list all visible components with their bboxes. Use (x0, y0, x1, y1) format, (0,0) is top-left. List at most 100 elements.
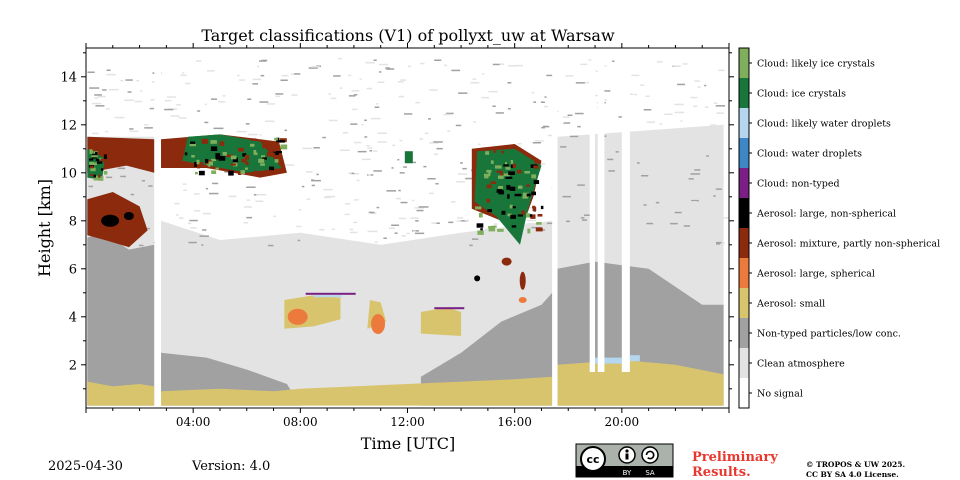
speckle-pixel (209, 192, 219, 195)
speckle-pixel (433, 141, 443, 143)
speckle-pixel (257, 65, 260, 68)
speckle-pixel (294, 73, 301, 75)
speckle-pixel (386, 68, 395, 70)
speckle-pixel (427, 178, 436, 180)
speckle-pixel (353, 221, 358, 224)
speckle-pixel (348, 74, 352, 77)
speckle-pixel (323, 188, 333, 191)
speckle-pixel (664, 113, 673, 115)
cloud-texture-pixel (232, 157, 238, 163)
speckle-pixel (259, 101, 269, 103)
cloud-texture-pixel (92, 162, 97, 165)
speckle-pixel (455, 124, 462, 127)
speckle-pixel (395, 197, 401, 200)
speckle-pixel (543, 105, 548, 108)
speckle-pixel (656, 138, 659, 140)
speckle-pixel (365, 62, 376, 64)
speckle-pixel (465, 177, 474, 180)
speckle-pixel (414, 232, 425, 235)
x-tick-label: 04:00 (176, 415, 211, 429)
speckle-pixel (412, 199, 415, 202)
speckle-pixel (256, 194, 267, 196)
speckle-pixel (337, 57, 342, 60)
aerosol-small-layer (87, 381, 155, 406)
speckle-pixel (457, 217, 463, 219)
speckle-pixel (397, 81, 404, 83)
speckle-pixel (324, 196, 331, 199)
speckle-pixel (319, 229, 325, 231)
speckle-pixel (535, 140, 544, 142)
speckle-pixel (184, 82, 191, 85)
speckle-pixel (389, 227, 395, 229)
x-axis-ticks: 04:00 08:00 12:00 16:00 20:00 (85, 43, 730, 429)
speckle-pixel (578, 188, 586, 190)
speckle-pixel (697, 86, 701, 88)
speckle-pixel (91, 102, 102, 105)
speckle-pixel (533, 101, 536, 103)
cloud-texture-pixel (244, 155, 250, 160)
speckle-pixel (612, 60, 615, 62)
speckle-pixel (398, 217, 406, 220)
cloud-texture-pixel (279, 140, 285, 143)
speckle-pixel (429, 89, 438, 91)
cloud-ice-crystals (404, 151, 413, 164)
legend-label: Aerosol: large, non-spherical (756, 209, 896, 220)
speckle-pixel (372, 150, 378, 152)
speckle-pixel (129, 130, 139, 133)
speckle-pixel (264, 120, 275, 122)
speckle-pixel (108, 88, 119, 91)
speckle-pixel (105, 108, 110, 110)
speckle-pixel (508, 65, 517, 67)
cloud-texture-pixel (100, 168, 104, 171)
speckle-pixel (87, 71, 95, 73)
speckle-pixel (348, 95, 356, 97)
speckle-pixel (120, 79, 124, 82)
speckle-pixel (377, 132, 387, 134)
cloud-texture-pixel (274, 137, 278, 141)
cloud-texture-pixel (195, 171, 198, 175)
speckle-pixel (478, 143, 481, 146)
speckle-pixel (247, 98, 252, 100)
speckle-pixel (280, 79, 288, 81)
speckle-pixel (687, 228, 693, 230)
speckle-pixel (194, 237, 198, 240)
speckle-pixel (202, 212, 211, 215)
cloud-texture-pixel (486, 198, 491, 203)
speckle-pixel (643, 204, 647, 206)
cloud-texture-pixel (98, 176, 104, 181)
speckle-pixel (415, 220, 419, 222)
speckle-pixel (693, 105, 698, 107)
speckle-pixel (302, 147, 313, 150)
speckle-pixel (447, 130, 451, 132)
speckle-pixel (373, 170, 382, 172)
speckle-pixel (125, 79, 133, 81)
speckle-pixel (333, 241, 344, 243)
speckle-pixel (462, 167, 467, 170)
speckle-pixel (199, 235, 209, 237)
speckle-pixel (659, 123, 663, 125)
speckle-pixel (375, 103, 379, 105)
cloud-texture-pixel (535, 227, 543, 232)
speckle-pixel (704, 84, 707, 87)
speckle-pixel (531, 91, 535, 94)
speckle-pixel (670, 222, 678, 225)
cloud-texture-pixel (240, 170, 245, 175)
speckle-pixel (517, 143, 522, 145)
speckle-pixel (435, 183, 439, 185)
speckle-pixel (713, 195, 716, 197)
colorbar-swatch (739, 288, 749, 318)
speckle-pixel (364, 119, 367, 121)
speckle-pixel (706, 155, 709, 157)
speckle-pixel (244, 206, 252, 208)
speckle-pixel (130, 199, 138, 201)
cc-by-sa-logo: cc BY SA (575, 443, 674, 478)
cloud-texture-pixel (527, 228, 531, 234)
speckle-pixel (656, 61, 663, 63)
cloud-texture-pixel (100, 158, 107, 162)
speckle-pixel (106, 176, 113, 179)
speckle-pixel (369, 150, 372, 152)
cloud-texture-pixel (495, 165, 502, 169)
speckle-pixel (370, 117, 381, 120)
speckle-pixel (246, 186, 256, 188)
speckle-pixel (245, 123, 250, 125)
